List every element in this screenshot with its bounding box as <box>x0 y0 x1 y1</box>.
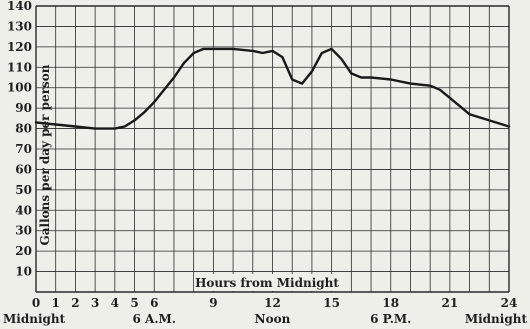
x-tick-labels: 0 1 2 3 4 5 6 9 12 15 18 21 24 <box>32 296 518 310</box>
x-tick-label: 2 <box>71 296 79 310</box>
time-of-day-labels: Midnight 6 A.M. Noon 6 P.M. Midnight <box>3 312 527 326</box>
y-tick-label: 30 <box>15 224 32 238</box>
y-tick-label: 110 <box>7 60 32 74</box>
x-tick-label: 9 <box>209 296 217 310</box>
time-label: 6 P.M. <box>370 312 411 326</box>
y-tick-labels: 10 20 30 40 50 60 70 80 90 100 110 120 130 140 <box>7 0 32 279</box>
y-axis-label: Gallons per day per person <box>38 64 52 245</box>
consumption-line <box>34 47 511 130</box>
x-tick-label: 15 <box>323 296 340 310</box>
y-tick-label: 50 <box>15 183 32 197</box>
x-tick-label: 21 <box>442 296 459 310</box>
y-tick-label: 90 <box>15 101 32 115</box>
x-tick-label: 4 <box>111 296 119 310</box>
time-label: Midnight <box>3 312 66 326</box>
x-tick-label: 1 <box>52 296 60 310</box>
y-tick-label: 60 <box>15 162 32 176</box>
y-tick-label: 70 <box>15 142 32 156</box>
x-tick-label: 5 <box>130 296 138 310</box>
y-tick-label: 140 <box>7 0 32 13</box>
y-tick-label: 100 <box>7 81 32 95</box>
x-tick-label: 6 <box>150 296 158 310</box>
y-tick-label: 20 <box>15 244 32 258</box>
x-tick-label: 3 <box>91 296 99 310</box>
time-label: Midnight <box>465 312 528 326</box>
y-tick-label: 40 <box>15 203 32 217</box>
x-tick-label: 12 <box>264 296 281 310</box>
y-tick-label: 120 <box>7 40 32 54</box>
x-tick-label: 24 <box>501 296 518 310</box>
time-label: 6 A.M. <box>133 312 176 326</box>
y-tick-label: 130 <box>7 19 32 33</box>
annotation-background <box>194 274 340 291</box>
time-label: Noon <box>255 312 291 326</box>
hours-annotation: Hours from Midnight <box>195 276 339 290</box>
grid <box>35 5 510 293</box>
y-tick-label: 80 <box>15 122 32 136</box>
x-tick-label: 0 <box>32 296 40 310</box>
y-tick-label: 10 <box>15 265 32 279</box>
x-tick-label: 18 <box>382 296 399 310</box>
